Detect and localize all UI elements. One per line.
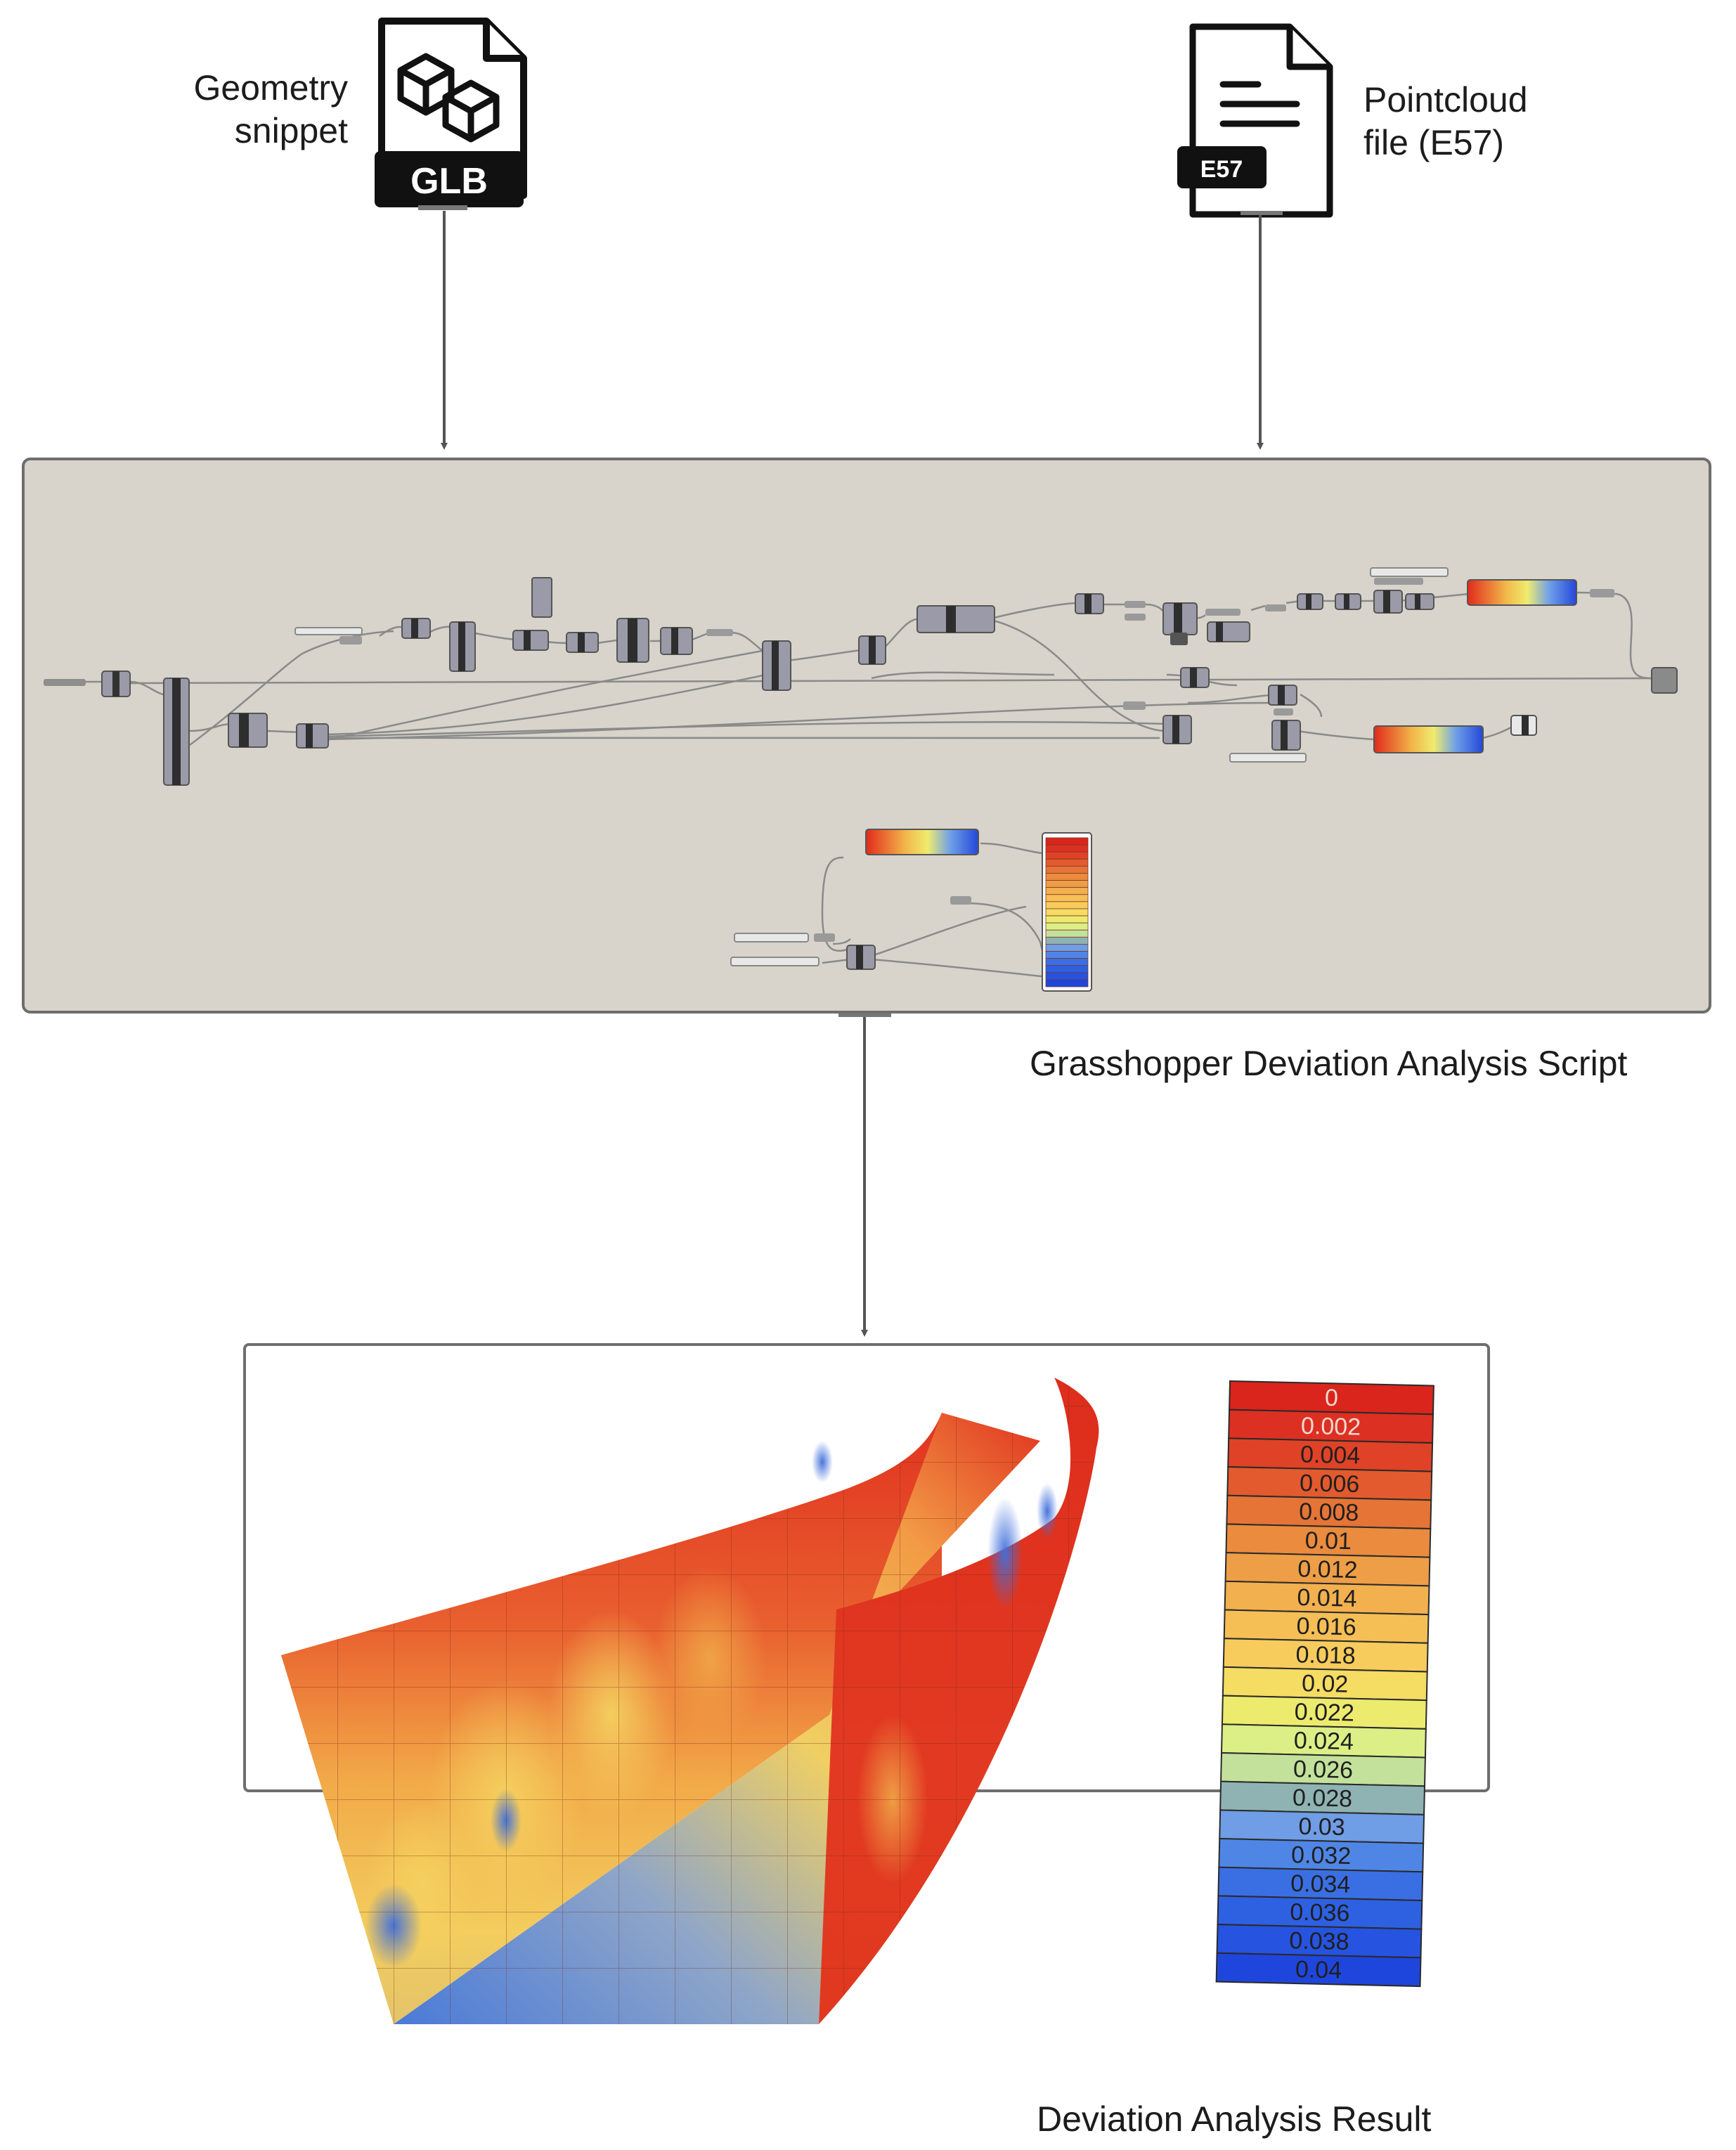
result-panel: 00.0020.0040.0060.0080.010.0120.0140.016…: [243, 1343, 1490, 2024]
legend-label: 0.028: [1293, 1785, 1353, 1813]
mini-legend-cell: [1045, 873, 1089, 881]
legend-label: 0.03: [1298, 1813, 1345, 1841]
pointcloud-label-line2: file (E57): [1363, 123, 1505, 162]
legend-label: 0: [1325, 1385, 1339, 1411]
pointcloud-label-line1: Pointcloud: [1363, 80, 1528, 119]
legend-label: 0.036: [1290, 1898, 1350, 1926]
geometry-input-label: Geometry snippet: [169, 67, 348, 153]
result-caption: Deviation Analysis Result: [1037, 2099, 1432, 2139]
legend-label: 0.004: [1300, 1441, 1361, 1469]
mini-legend-cell: [1045, 951, 1089, 959]
mini-legend-cell: [1045, 837, 1089, 846]
legend-label: 0.01: [1304, 1527, 1352, 1555]
legend-label: 0.032: [1291, 1841, 1352, 1870]
mini-legend-cell: [1045, 929, 1089, 938]
legend-label: 0.018: [1295, 1641, 1356, 1669]
mini-legend-cell: [1045, 901, 1089, 909]
glb-badge-text: GLB: [410, 161, 488, 202]
mini-legend-cell: [1045, 972, 1089, 980]
mini-legend-cell: [1045, 922, 1089, 931]
e57-file-icon: E57: [1177, 23, 1333, 218]
legend-label: 0.002: [1301, 1413, 1361, 1441]
mini-legend-cell: [1045, 894, 1089, 902]
deviation-mesh-render: [281, 1378, 1099, 2024]
mini-legend-cell: [1045, 908, 1089, 917]
flow-arrows: [441, 211, 1264, 1337]
legend-label: 0.012: [1297, 1555, 1358, 1584]
mini-legend-cell: [1045, 915, 1089, 924]
mini-legend-cell: [1045, 887, 1089, 895]
legend-label: 0.008: [1299, 1498, 1359, 1527]
mini-legend-cell: [1045, 865, 1089, 874]
mini-legend-cell: [1045, 944, 1089, 952]
mini-legend-cell: [1045, 958, 1089, 966]
mini-legend-cell: [1045, 979, 1089, 987]
glb-file-icon: GLB: [375, 18, 527, 207]
legend-label: 0.006: [1300, 1470, 1360, 1498]
mini-legend-cell: [1045, 851, 1089, 860]
script-caption: Grasshopper Deviation Analysis Script: [1030, 1044, 1628, 1083]
legend-label: 0.022: [1294, 1699, 1354, 1727]
mini-legend-cell: [1045, 965, 1089, 973]
legend-label: 0.026: [1293, 1756, 1354, 1784]
mini-legend-cell: [1045, 936, 1089, 945]
mini-legend-cell: [1045, 858, 1089, 867]
legend-cell: [1215, 1952, 1422, 1988]
legend-label: 0.016: [1296, 1613, 1356, 1641]
deviation-legend: 00.0020.0040.0060.0080.010.0120.0140.016…: [1215, 1380, 1434, 1988]
legend-label: 0.04: [1295, 1956, 1342, 1983]
legend-label: 0.038: [1289, 1927, 1349, 1955]
legend-label: 0.034: [1290, 1870, 1351, 1898]
geometry-label-line2: snippet: [234, 111, 348, 150]
legend-label: 0.024: [1293, 1727, 1354, 1755]
legend-label: 0.014: [1297, 1584, 1357, 1612]
mini-legend-cell: [1045, 880, 1089, 888]
e57-badge-text: E57: [1200, 156, 1243, 183]
legend-label: 0.02: [1302, 1670, 1349, 1697]
geometry-label-line1: Geometry: [193, 68, 348, 108]
gh-components: [44, 567, 1678, 992]
pointcloud-input-label: Pointcloud file (E57): [1363, 79, 1617, 164]
grasshopper-canvas: [22, 458, 1711, 1014]
mini-legend-cell: [1045, 844, 1089, 853]
